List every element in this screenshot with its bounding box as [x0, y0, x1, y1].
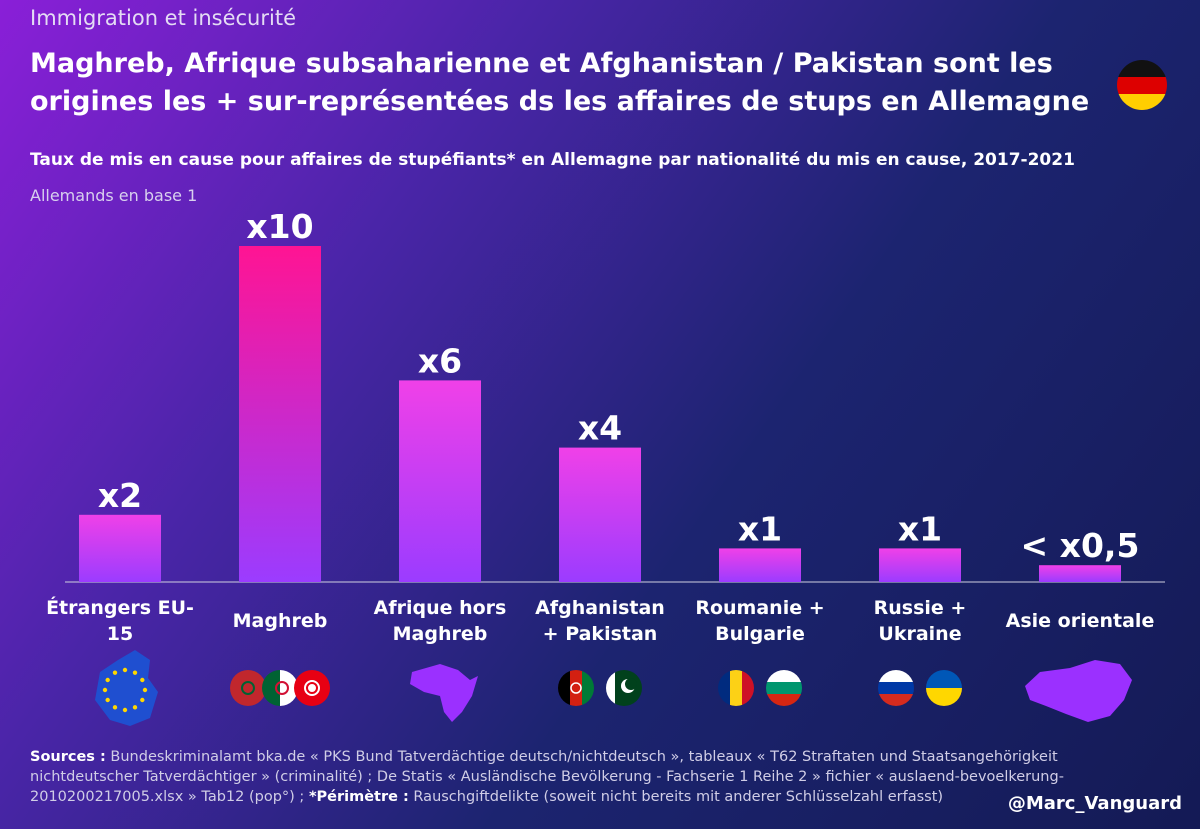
flag-icon	[878, 670, 914, 706]
flag-stripe	[766, 670, 802, 683]
eu-star	[122, 707, 128, 713]
value-label: x10	[246, 207, 313, 246]
flag-stripe	[926, 670, 962, 689]
chart-title: origines les + sur-représentées ds les a…	[30, 86, 1090, 117]
flag-emblem	[570, 682, 582, 694]
eu-map-icon	[95, 650, 158, 726]
value-label: x2	[98, 476, 142, 515]
value-label: x1	[738, 509, 782, 548]
german-flag	[1117, 60, 1167, 110]
flag-stripe	[633, 670, 642, 706]
perimeter-text: Rauschgiftdelikte (soweit nicht bereits …	[413, 789, 944, 805]
subtitle: Taux de mis en cause pour affaires de st…	[30, 150, 1075, 170]
category-label: Russie + Ukraine	[873, 597, 967, 645]
bar	[719, 548, 801, 582]
eu-star	[142, 687, 148, 693]
flag-stripe	[262, 670, 281, 706]
kicker: Immigration et insécurité	[30, 6, 296, 30]
category-label: Étrangers EU-15	[46, 597, 194, 645]
flag-stripe	[730, 670, 743, 706]
category-label: Maghreb	[232, 610, 328, 632]
value-label: x6	[418, 341, 462, 380]
bar	[1039, 565, 1121, 582]
flag-emblem	[306, 682, 318, 694]
flag-stripe	[718, 670, 731, 706]
eu-star	[105, 697, 110, 703]
flag-icon	[230, 670, 266, 706]
eu-star	[140, 697, 145, 703]
eu-star	[122, 667, 128, 673]
category-label: Roumanie + Bulgarie	[695, 597, 825, 645]
flag-stripe	[926, 688, 962, 706]
flag-stripe	[582, 670, 594, 706]
bar	[79, 514, 161, 582]
flag-stripe	[878, 682, 914, 695]
category-label: Afrique hors Maghreb	[373, 597, 507, 645]
eu-star	[112, 670, 118, 675]
flag-stripe	[766, 694, 802, 706]
eu-star	[105, 677, 110, 683]
category-label: Afghanistan + Pakistan	[535, 597, 665, 645]
flag-stripe	[606, 670, 616, 706]
flag-stripe	[615, 670, 625, 706]
category-label: Asie orientale	[1005, 610, 1155, 632]
asia-icon	[1025, 660, 1132, 722]
flag-icon	[766, 670, 802, 706]
flag-emblem	[275, 681, 289, 695]
sources: Sources : Bundeskriminalamt bka.de « PKS…	[30, 747, 1155, 807]
unit-note: Allemands en base 1	[30, 186, 198, 205]
bar	[239, 246, 321, 582]
flag-icon	[926, 670, 962, 706]
eu-star	[132, 705, 138, 710]
value-label: x4	[578, 409, 622, 448]
flag-stripe	[230, 670, 266, 706]
value-label: x1	[898, 509, 942, 548]
flag-stripe	[570, 670, 583, 706]
value-label: < x0,5	[1021, 526, 1140, 565]
flag-emblem	[241, 681, 255, 695]
flag-stripe	[766, 682, 802, 695]
flag-stripe	[742, 670, 754, 706]
eu-star	[132, 670, 138, 675]
perimeter-label: *Périmètre :	[308, 789, 409, 805]
flag-stripe	[878, 694, 914, 706]
eu-star	[112, 705, 118, 710]
flag-emblem	[625, 678, 637, 690]
flag-icon	[718, 670, 754, 706]
flag-icon	[558, 670, 594, 706]
bar	[879, 548, 961, 582]
bar	[399, 380, 481, 582]
eu-star	[140, 677, 145, 683]
chart-title: Maghreb, Afrique subsaharienne et Afghan…	[30, 48, 1053, 79]
flag-icon	[262, 670, 298, 706]
flag-stripe	[878, 670, 914, 683]
africa-icon	[410, 664, 478, 722]
eu-star	[102, 687, 108, 693]
credit: @Marc_Vanguard	[1007, 793, 1182, 814]
sources-text: Bundeskriminalamt bka.de « PKS Bund Tatv…	[30, 749, 1064, 805]
flag-stripe	[558, 670, 571, 706]
bar	[559, 447, 641, 582]
sources-label: Sources :	[30, 749, 106, 765]
